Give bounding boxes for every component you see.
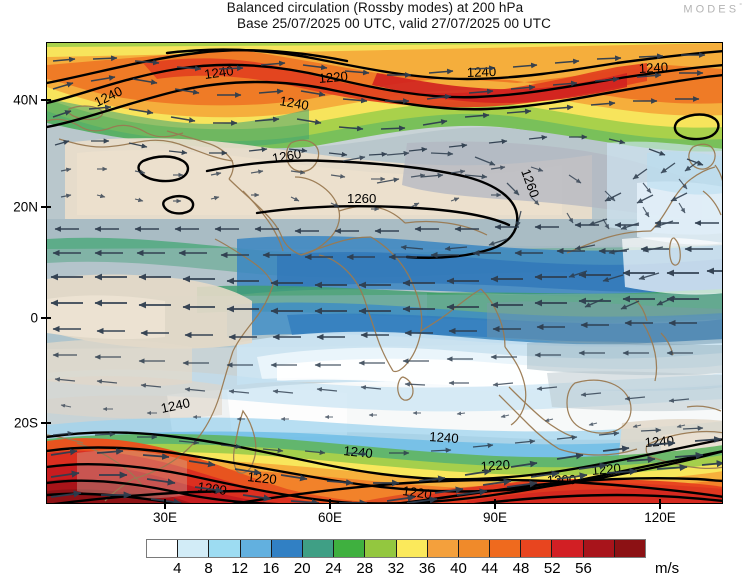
colorbar-tick-28: 28: [356, 560, 374, 577]
map-plot-area: 1240 1240 1220 1240 1240 1240 1260 1260 …: [46, 42, 723, 504]
colorbar-swatch-3: [240, 540, 272, 557]
colorbar-swatch-14: [583, 540, 615, 557]
colorbar-swatch-4: [271, 540, 303, 557]
contour-label-group: 1240 1240 1220 1240 1240 1240 1260 1260 …: [92, 59, 675, 502]
x-tick-mark-60e: [329, 499, 332, 509]
svg-text:1240: 1240: [278, 93, 310, 113]
map-svg: 1240 1240 1220 1240 1240 1240 1260 1260 …: [47, 43, 722, 503]
svg-text:1260: 1260: [347, 191, 376, 206]
y-tick-mark-0: [41, 317, 51, 320]
colorbar-tick-40: 40: [450, 560, 467, 577]
page-title: Balanced circulation (Rossby modes) at 2…: [226, 0, 524, 15]
colorbar-swatch-10: [458, 540, 491, 557]
colorbar-tick-12: 12: [231, 560, 249, 577]
svg-text:1240: 1240: [429, 429, 459, 446]
svg-text:1240: 1240: [467, 64, 497, 80]
colorbar-tick-44: 44: [481, 560, 499, 577]
colorbar-tick-48: 48: [512, 560, 530, 577]
colorbar-tick-56: 56: [575, 560, 592, 577]
colorbar-swatch-15: [614, 540, 645, 557]
y-tick-label-0: 0: [30, 310, 38, 326]
colorbar-swatch-11: [490, 540, 522, 557]
colorbar-tick-8: 8: [204, 560, 213, 577]
svg-text:1240: 1240: [343, 443, 374, 461]
x-tick-mark-120e: [659, 499, 662, 509]
colorbar: [146, 539, 646, 558]
y-tick-label-40n: 40N: [13, 92, 38, 108]
svg-text:1260: 1260: [271, 146, 303, 166]
colorbar-swatch-8: [396, 540, 428, 557]
x-tick-mark-30e: [164, 499, 167, 509]
colorbar-swatch-0: [147, 540, 179, 557]
modes-logo-mark: °: [739, 3, 742, 10]
x-tick-label-120e: 120E: [644, 510, 676, 525]
colorbar-swatch-7: [365, 540, 397, 557]
y-tick-mark-40n: [41, 99, 51, 102]
colorbar-unit-label: m/s: [655, 560, 680, 577]
svg-text:1240: 1240: [160, 395, 192, 416]
colorbar-tick-52: 52: [543, 560, 561, 577]
colorbar-swatch-12: [521, 540, 553, 557]
svg-text:1240: 1240: [638, 59, 668, 76]
colorbar-swatch-9: [427, 540, 459, 557]
colorbar-tick-16: 16: [262, 560, 280, 577]
colorbar-tick-4: 4: [173, 560, 182, 577]
svg-text:1220: 1220: [591, 460, 622, 478]
modes-logo-text: MODES: [683, 3, 740, 16]
svg-text:1220: 1220: [318, 68, 349, 86]
svg-text:1240: 1240: [203, 63, 234, 82]
coastlines: [47, 105, 722, 502]
y-tick-label-20s: 20S: [13, 415, 38, 431]
x-tick-label-30e: 30E: [152, 510, 178, 525]
figure-subtitle: Base 25/07/2025 00 UTC, valid 27/07/2025…: [237, 16, 551, 31]
colorbar-swatch-1: [178, 540, 210, 557]
y-tick-label-20n: 20N: [13, 199, 38, 215]
x-tick-mark-90e: [494, 499, 497, 509]
y-tick-mark-20n: [41, 206, 51, 209]
colorbar-swatch-2: [209, 540, 241, 557]
modes-logo: MODES°: [683, 3, 742, 16]
figure-title-block: Balanced circulation (Rossby modes) at 2…: [0, 0, 750, 32]
colorbar-swatch-13: [552, 540, 584, 557]
svg-text:1240: 1240: [644, 433, 674, 450]
colorbar-tick-20: 20: [293, 560, 311, 577]
colorbar-tick-32: 32: [387, 560, 405, 577]
colorbar-tick-24: 24: [325, 560, 342, 577]
map-canvas: 1240 1240 1220 1240 1240 1240 1260 1260 …: [47, 43, 722, 503]
y-tick-mark-20s: [41, 422, 51, 425]
x-tick-label-60e: 60E: [317, 510, 343, 525]
colorbar-swatch-6: [334, 540, 366, 557]
x-tick-label-90e: 90E: [482, 510, 508, 525]
colorbar-tick-36: 36: [418, 560, 436, 577]
wind-vectors: [50, 52, 722, 503]
colorbar-swatch-5: [302, 540, 335, 557]
